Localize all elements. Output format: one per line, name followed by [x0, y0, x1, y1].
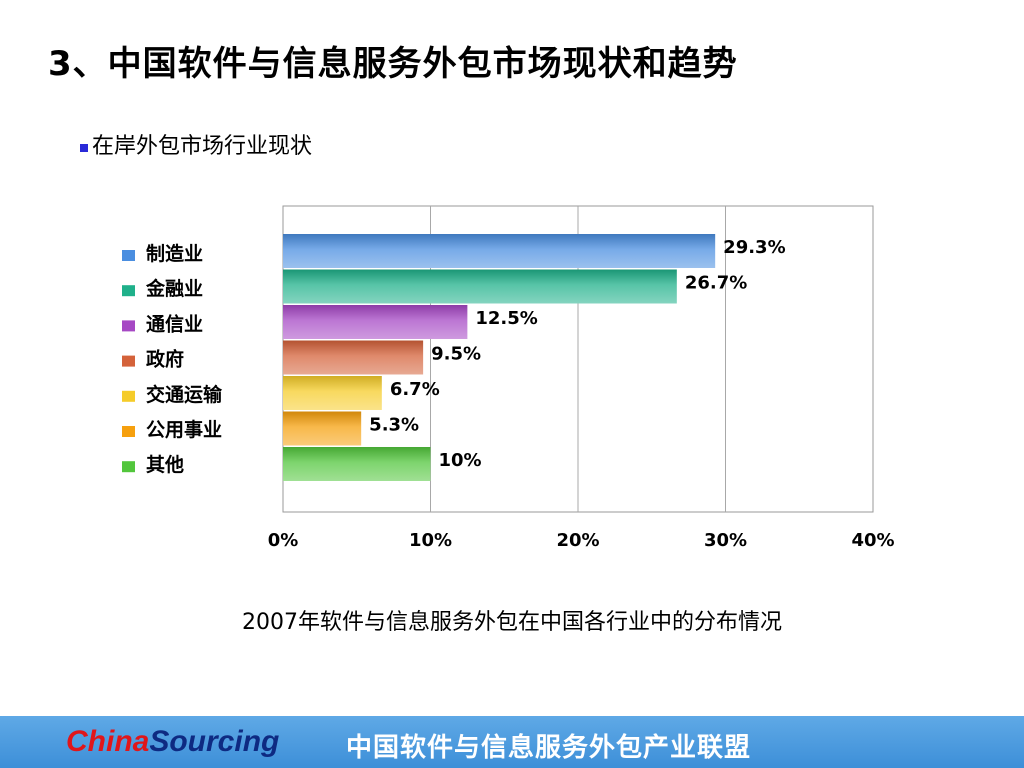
legend-label: 其他 — [146, 453, 184, 476]
x-tick-label: 0% — [268, 530, 299, 551]
bar-data-label: 29.3% — [723, 237, 785, 258]
bar-data-label: 5.3% — [369, 415, 419, 436]
bullet-item: 在岸外包市场行业现状 — [80, 128, 312, 160]
x-tick-label: 10% — [409, 530, 452, 551]
legend-swatch — [122, 461, 135, 473]
slide-title: 3、中国软件与信息服务外包市场现状和趋势 — [48, 44, 738, 84]
bar — [283, 411, 362, 446]
footer-bar: ChinaSourcing 中国软件与信息服务外包产业联盟 — [0, 716, 1024, 768]
legend-swatch — [122, 355, 135, 367]
legend-label: 制造业 — [146, 242, 203, 265]
bar-data-label: 6.7% — [390, 379, 440, 400]
x-tick-label: 40% — [851, 530, 894, 551]
legend-swatch — [122, 426, 135, 437]
legend-swatch — [122, 250, 135, 261]
bullet-text: 在岸外包市场行业现状 — [92, 134, 313, 159]
chart-caption: 2007年软件与信息服务外包在中国各行业中的分布情况 — [242, 610, 782, 635]
bar — [283, 234, 716, 268]
bar-data-label: 12.5% — [475, 308, 537, 329]
legend-swatch — [122, 285, 135, 297]
organization-name: 中国软件与信息服务外包产业联盟 — [346, 733, 752, 763]
legend-swatch — [122, 390, 135, 402]
bar — [283, 305, 468, 339]
bar-chart: 29.3% 26.7% 12.5% 9.5% 6.7% 5.3% 10% 制造业金融业通信业… — [122, 205, 895, 551]
bar-data-label: 9.5% — [431, 344, 481, 365]
x-tick-label: 20% — [556, 530, 599, 551]
legend-swatch — [122, 320, 135, 332]
legend-label: 交通运输 — [146, 383, 223, 406]
bar — [283, 269, 677, 304]
legend-label: 通信业 — [146, 312, 203, 335]
bar — [283, 447, 431, 481]
brand-logo-part2: Sourcing — [149, 725, 280, 758]
legend-label: 政府 — [146, 348, 184, 371]
legend-label: 金融业 — [145, 277, 203, 300]
bar — [283, 376, 382, 410]
bar-data-label: 10% — [439, 450, 482, 471]
brand-logo-part1: China — [66, 725, 150, 758]
x-tick-label: 30% — [704, 530, 747, 551]
bullet-square-icon — [80, 144, 88, 152]
brand-logo: ChinaSourcing — [66, 725, 279, 759]
legend-label: 公用事业 — [146, 418, 222, 441]
bar — [283, 340, 424, 375]
bar-chart-svg: 29.3% 26.7% 12.5% 9.5% 6.7% 5.3% 10% 制造业金融业通信业… — [122, 205, 895, 551]
bar-data-label: 26.7% — [685, 273, 747, 294]
